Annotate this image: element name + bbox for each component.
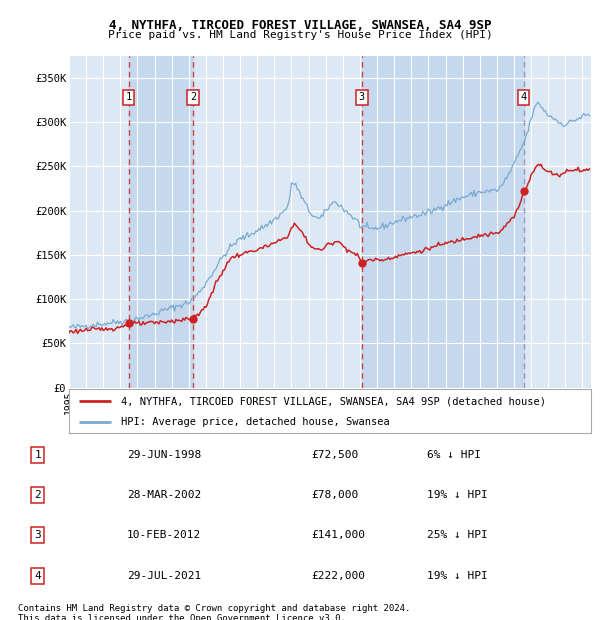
Text: 25% ↓ HPI: 25% ↓ HPI bbox=[427, 530, 487, 541]
Text: HPI: Average price, detached house, Swansea: HPI: Average price, detached house, Swan… bbox=[121, 417, 390, 427]
Text: £78,000: £78,000 bbox=[311, 490, 359, 500]
Text: £222,000: £222,000 bbox=[311, 570, 365, 581]
Text: 3: 3 bbox=[35, 530, 41, 541]
Text: Price paid vs. HM Land Registry's House Price Index (HPI): Price paid vs. HM Land Registry's House … bbox=[107, 30, 493, 40]
Text: 2: 2 bbox=[35, 490, 41, 500]
Text: 29-JUN-1998: 29-JUN-1998 bbox=[127, 450, 202, 460]
Text: 29-JUL-2021: 29-JUL-2021 bbox=[127, 570, 202, 581]
Text: 4: 4 bbox=[35, 570, 41, 581]
Text: 19% ↓ HPI: 19% ↓ HPI bbox=[427, 570, 487, 581]
Text: 3: 3 bbox=[359, 92, 365, 102]
Text: 4: 4 bbox=[521, 92, 527, 102]
Text: £72,500: £72,500 bbox=[311, 450, 359, 460]
Text: 4, NYTHFA, TIRCOED FOREST VILLAGE, SWANSEA, SA4 9SP: 4, NYTHFA, TIRCOED FOREST VILLAGE, SWANS… bbox=[109, 19, 491, 32]
Text: 28-MAR-2002: 28-MAR-2002 bbox=[127, 490, 202, 500]
Bar bbox=[362, 56, 524, 388]
Text: 19% ↓ HPI: 19% ↓ HPI bbox=[427, 490, 487, 500]
Text: 1: 1 bbox=[125, 92, 132, 102]
Bar bbox=[129, 56, 193, 388]
Text: 1: 1 bbox=[35, 450, 41, 460]
Text: 4, NYTHFA, TIRCOED FOREST VILLAGE, SWANSEA, SA4 9SP (detached house): 4, NYTHFA, TIRCOED FOREST VILLAGE, SWANS… bbox=[121, 396, 546, 406]
Text: £141,000: £141,000 bbox=[311, 530, 365, 541]
Text: This data is licensed under the Open Government Licence v3.0.: This data is licensed under the Open Gov… bbox=[18, 614, 346, 620]
Text: Contains HM Land Registry data © Crown copyright and database right 2024.: Contains HM Land Registry data © Crown c… bbox=[18, 604, 410, 613]
Text: 2: 2 bbox=[190, 92, 196, 102]
Text: 6% ↓ HPI: 6% ↓ HPI bbox=[427, 450, 481, 460]
Text: 10-FEB-2012: 10-FEB-2012 bbox=[127, 530, 202, 541]
